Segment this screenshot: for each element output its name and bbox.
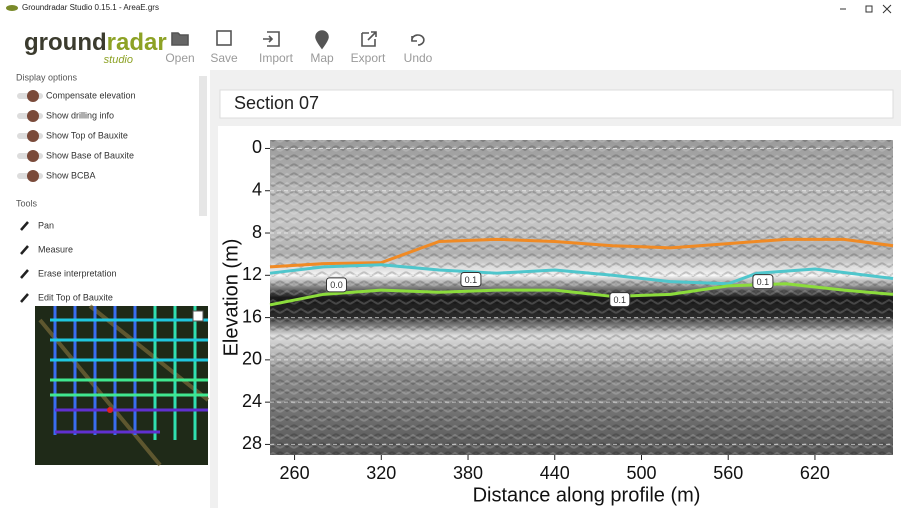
y-tick-label: 28 [242,433,262,453]
tool-icon[interactable] [20,269,29,279]
y-tick-label: 20 [242,349,262,369]
export-icon [361,31,377,47]
app-icon [6,5,18,11]
interpretation-line [269,282,894,307]
section-header: Tools [16,198,38,208]
x-tick-label: 440 [540,463,570,483]
toggle-knob[interactable] [27,170,39,182]
toolbar-button[interactable]: Import [259,51,294,65]
x-tick-label: 320 [366,463,396,483]
maximize-button[interactable] [865,5,873,13]
tool-icon[interactable] [20,221,29,231]
toggle-knob[interactable] [27,90,39,102]
map-icon [315,30,329,50]
toggle-knob[interactable] [27,150,39,162]
annotation-label: 0.1 [614,295,627,305]
toolbar: Open Save Import Map Export Undo [165,51,432,65]
annotation-label: 0.0 [330,280,343,290]
close-button[interactable] [882,4,892,14]
y-tick-label: 4 [252,179,262,199]
tool-label[interactable]: Measure [38,244,73,254]
y-tick-label: 0 [252,137,262,157]
mini-map[interactable] [35,304,210,467]
toolbar-button[interactable]: Open [165,51,194,65]
undo-icon [411,34,425,46]
toolbar-button[interactable]: Undo [404,51,433,65]
toolbar-button[interactable]: Save [210,51,238,65]
logo: groundradar [24,29,167,56]
x-tick-label: 560 [713,463,743,483]
tool-label[interactable]: Edit Top of Bauxite [38,292,113,302]
tool-icon[interactable] [20,245,29,255]
save-icon [216,30,232,46]
annotation-box [609,292,631,308]
x-tick-label: 500 [626,463,656,483]
scrollbar[interactable] [199,76,207,216]
tool-icon[interactable] [20,293,29,303]
x-tick-label: 620 [800,463,830,483]
y-tick-label: 12 [242,264,262,284]
tool-label[interactable]: Erase interpretation [38,268,117,278]
section-title: Section 07 [234,93,319,113]
radargram-texture [270,140,893,455]
y-tick-label: 16 [242,306,262,326]
annotation-box [460,272,482,288]
toolbar-button[interactable]: Export [351,51,386,65]
section-header: Display options [16,72,78,82]
open-icon [171,32,189,46]
toggle-knob[interactable] [27,110,39,122]
window-title: Groundradar Studio 0.15.1 - AreaE.grs [22,3,159,12]
y-axis-label: Elevation (m) [220,239,242,357]
toolbar-icons [171,30,425,50]
tools: Pan Measure Erase interpretation Edit Top o… [20,220,117,303]
interpretation-line [269,263,894,286]
option-label[interactable]: Compensate elevation [46,90,136,100]
toolbar-button[interactable]: Map [310,51,334,65]
x-tick-label: 380 [453,463,483,483]
interpretation-line [269,237,894,269]
display-options: Compensate elevation Show drilling info Sh… [17,90,136,182]
annotation-box [325,277,347,293]
y-tick-label: 24 [242,391,262,411]
annotation-label: 0.1 [757,277,770,287]
annotation-label: 0.1 [465,275,478,285]
logo-radar: radar [107,29,167,56]
section-title-box [219,89,894,119]
chart: 0 4 8 12 16 20 24 28 260 320 380 440 500 560 620 Distan… [220,137,894,506]
annotation-box [752,274,774,290]
logo-ground: ground [24,29,107,56]
logo-studio: studio [104,54,133,66]
option-label[interactable]: Show drilling info [46,110,114,120]
y-tick-label: 8 [252,222,262,242]
tool-label[interactable]: Pan [38,220,54,230]
option-label[interactable]: Show Top of Bauxite [46,130,128,140]
x-tick-label: 260 [280,463,310,483]
option-label[interactable]: Show BCBA [46,170,96,180]
import-icon [263,31,280,47]
x-axis-label: Distance along profile (m) [473,484,701,506]
option-label[interactable]: Show Base of Bauxite [46,150,134,160]
toggle-knob[interactable] [27,130,39,142]
